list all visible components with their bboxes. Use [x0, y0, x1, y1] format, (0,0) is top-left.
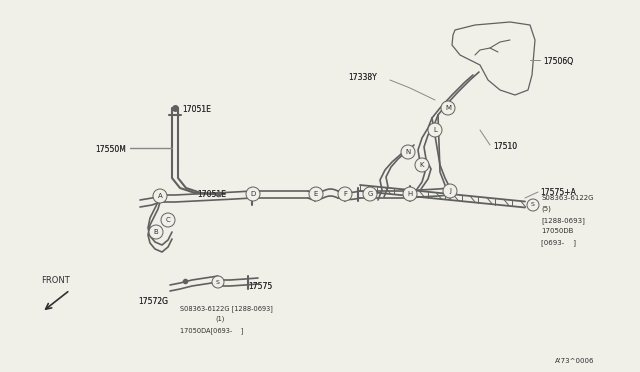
Text: J: J — [449, 188, 451, 194]
Text: 17575+A: 17575+A — [540, 188, 576, 197]
Circle shape — [363, 187, 377, 201]
Text: [1288-0693]: [1288-0693] — [541, 217, 585, 224]
Circle shape — [212, 276, 224, 288]
Text: 17506Q: 17506Q — [543, 57, 573, 66]
Text: (1): (1) — [215, 316, 225, 323]
Circle shape — [441, 101, 455, 115]
Text: H: H — [408, 191, 413, 197]
Text: D: D — [250, 191, 255, 197]
Circle shape — [527, 199, 539, 211]
Text: F: F — [343, 191, 347, 197]
Text: N: N — [405, 149, 411, 155]
Text: 17050DA[0693-    ]: 17050DA[0693- ] — [180, 327, 243, 334]
Text: 17338Y: 17338Y — [348, 73, 377, 82]
Circle shape — [153, 189, 167, 203]
Text: 17575: 17575 — [248, 282, 272, 291]
Circle shape — [401, 145, 415, 159]
Circle shape — [246, 187, 260, 201]
Text: 17510: 17510 — [493, 142, 517, 151]
Circle shape — [149, 225, 163, 239]
Text: S08363-6122G: S08363-6122G — [541, 195, 593, 201]
Text: E: E — [314, 191, 318, 197]
Text: B: B — [154, 229, 158, 235]
Text: K: K — [420, 162, 424, 168]
Circle shape — [309, 187, 323, 201]
Text: 17575+A: 17575+A — [540, 188, 576, 197]
Text: 17051E: 17051E — [182, 105, 211, 114]
Text: 17572G: 17572G — [138, 297, 168, 306]
Text: (5): (5) — [541, 206, 551, 212]
Text: 17550M: 17550M — [95, 145, 126, 154]
Text: S: S — [531, 202, 535, 208]
Text: 17506Q: 17506Q — [543, 57, 573, 66]
Text: 17051E: 17051E — [182, 105, 211, 114]
Text: 17575: 17575 — [248, 282, 272, 291]
Text: [0693-    ]: [0693- ] — [541, 239, 576, 246]
Text: FRONT: FRONT — [40, 276, 69, 285]
Text: A: A — [157, 193, 163, 199]
Text: C: C — [166, 217, 170, 223]
Circle shape — [428, 123, 442, 137]
Circle shape — [338, 187, 352, 201]
Text: S08363-6122G [1288-0693]: S08363-6122G [1288-0693] — [180, 305, 273, 312]
Text: A'73^0006: A'73^0006 — [555, 358, 595, 364]
Circle shape — [161, 213, 175, 227]
Text: G: G — [367, 191, 372, 197]
Circle shape — [403, 187, 417, 201]
Text: 17051E: 17051E — [197, 190, 226, 199]
Text: 17051E: 17051E — [197, 190, 226, 199]
Text: 17550M: 17550M — [95, 145, 126, 154]
Text: 17338Y: 17338Y — [348, 73, 377, 82]
Text: L: L — [433, 127, 437, 133]
Text: 17572G: 17572G — [138, 297, 168, 306]
Text: S: S — [216, 279, 220, 285]
Circle shape — [443, 184, 457, 198]
Circle shape — [415, 158, 429, 172]
Text: M: M — [445, 105, 451, 111]
Text: 17510: 17510 — [493, 142, 517, 151]
Text: 17050DB: 17050DB — [541, 228, 573, 234]
